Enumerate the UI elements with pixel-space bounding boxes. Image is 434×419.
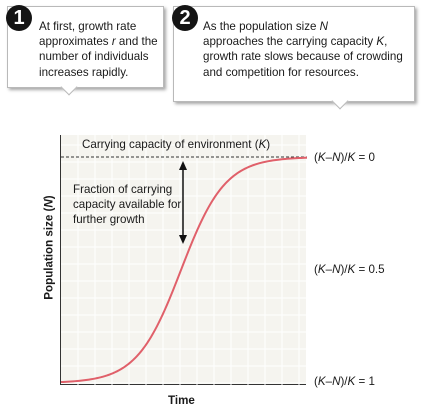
callout-2: 2 As the population size N approaches th… (172, 5, 415, 110)
arrow-head-up (179, 161, 187, 170)
callout-1: 1 At first, growth rate approximates r a… (6, 5, 164, 96)
growth-graph (60, 135, 308, 385)
step-number-2: 2 (172, 5, 198, 31)
callout-2-line: and competition for resources. (203, 65, 359, 79)
callout-2-pointer (331, 92, 349, 110)
ratio-label-1: (K–N)/K = 1 (314, 375, 375, 388)
fraction-label: Fraction of carrying capacity available … (73, 183, 182, 226)
callout-1-line: approximates r and the (39, 35, 158, 49)
callout-1-pointer (60, 78, 78, 96)
callout-1-text: At first, growth rate approximates r and… (39, 19, 161, 80)
callout-2-text: As the population size N approaches the … (203, 19, 408, 80)
ratio-label-0: (K–N)/K = 0 (314, 151, 375, 164)
plot-area (60, 135, 308, 385)
callout-2-line: approaches the carrying capacity K, (203, 35, 388, 49)
callout-1-line: number of individuals (39, 50, 149, 64)
callout-1-line: increases rapidly. (39, 65, 129, 79)
y-axis-label: Population size (N) (42, 195, 56, 300)
x-axis-label: Time (168, 394, 195, 407)
callout-2-line: growth rate slows because of crowding (203, 50, 403, 64)
ratio-label-0-5: (K–N)/K = 0.5 (314, 263, 385, 276)
step-number-1: 1 (6, 5, 32, 31)
callout-1-line: At first, growth rate (39, 20, 137, 33)
carrying-capacity-label: Carrying capacity of environment (K) (82, 138, 271, 151)
arrow-head-down (179, 235, 187, 244)
callout-2-line: As the population size N (203, 20, 329, 33)
logistic-curve (60, 156, 308, 384)
